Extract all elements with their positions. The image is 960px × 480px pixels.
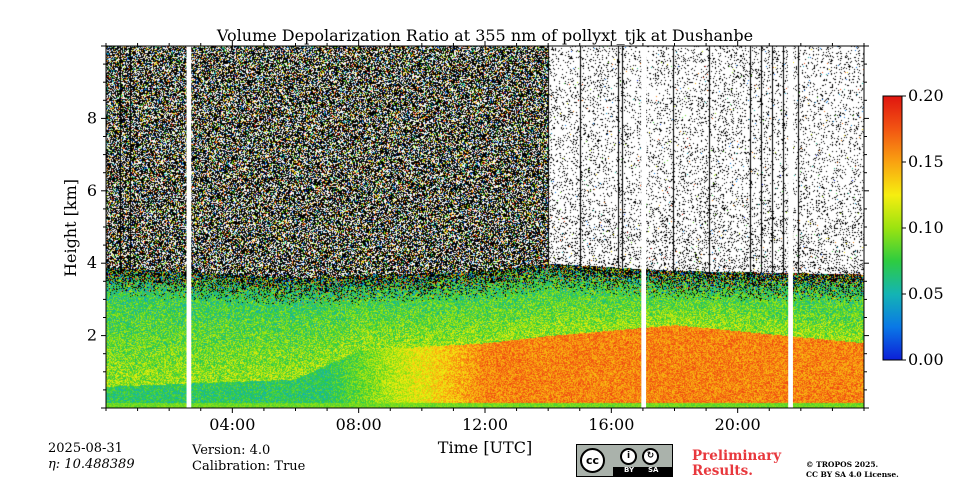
share-alike-icon: ↻ <box>642 448 659 465</box>
x-tick-label: 08:00 <box>336 415 382 434</box>
colorbar-bar <box>882 95 903 361</box>
colorbar: 0.00 0.05 0.10 0.15 0.20 <box>882 86 944 369</box>
data-gap <box>788 46 793 408</box>
eta-label: η: 10.488389 <box>48 457 135 472</box>
y-axis: 2 4 6 8 <box>87 45 869 409</box>
colorbar-ticks: 0.00 0.05 0.10 0.15 0.20 <box>902 86 944 369</box>
heatmap-image <box>106 46 864 408</box>
y-tick-label: 6 <box>87 181 97 200</box>
data-gaps <box>186 46 793 408</box>
x-tick-label: 16:00 <box>588 415 634 434</box>
license-bar: BY SA <box>613 466 672 476</box>
colorbar-tick-label: 0.10 <box>908 218 944 237</box>
colorbar-tick-label: 0.00 <box>908 350 944 369</box>
chart-title: Volume Depolarization Ratio at 355 nm of… <box>216 26 753 45</box>
y-tick-label: 4 <box>87 253 97 272</box>
y-axis-label: Height [km] <box>61 179 80 277</box>
x-tick-label: 04:00 <box>209 415 255 434</box>
version-label: Version: 4.0 <box>192 443 271 458</box>
cc-icon: cc <box>580 448 605 473</box>
copyright-label: © TROPOS 2025. <box>806 460 879 469</box>
date-label: 2025-08-31 <box>48 441 123 456</box>
x-tick-label: 20:00 <box>715 415 761 434</box>
colorbar-tick-label: 0.05 <box>908 284 944 303</box>
calibration-label: Calibration: True <box>192 459 306 474</box>
sa-label: SA <box>648 466 659 474</box>
person-icon: i <box>620 448 637 465</box>
preliminary-label: Preliminary <box>692 448 782 464</box>
plot-area <box>105 45 865 409</box>
y-tick-label: 8 <box>87 108 97 127</box>
cc-license-badge: cc i ↻ BY SA <box>576 444 673 477</box>
x-tick-label: 12:00 <box>462 415 508 434</box>
colorbar-tick-label: 0.15 <box>908 152 944 171</box>
by-label: BY <box>624 466 635 474</box>
y-tick-label: 2 <box>87 326 97 345</box>
colorbar-tick-label: 0.20 <box>908 86 944 105</box>
results-label: Results. <box>692 463 753 479</box>
license-label: CC BY SA 4.0 License. <box>806 470 899 479</box>
x-axis: 04:00 08:00 12:00 16:00 20:00 <box>105 41 865 434</box>
x-axis-label: Time [UTC] <box>438 438 532 457</box>
data-gap <box>641 46 647 408</box>
data-gap <box>186 46 192 408</box>
